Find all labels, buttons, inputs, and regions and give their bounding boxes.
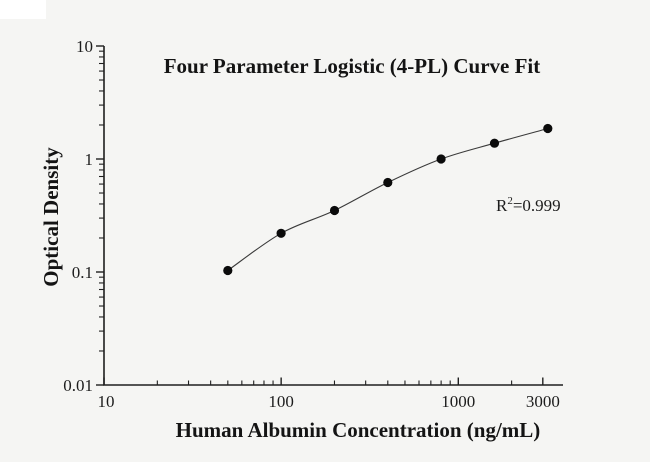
x-tick-label: 1000 — [441, 392, 475, 411]
data-point-marker — [223, 265, 233, 276]
r-squared-prefix: R — [496, 196, 508, 215]
y-tick-label: 10 — [76, 37, 93, 56]
chart-title: Four Parameter Logistic (4-PL) Curve Fit — [164, 54, 541, 78]
y-tick-label: 1 — [85, 150, 94, 169]
r-squared-value: =0.999 — [513, 196, 561, 215]
x-tick-label: 10 — [98, 392, 115, 411]
r-squared-superscript: 2 — [507, 195, 513, 207]
data-point-marker — [436, 154, 446, 164]
data-point-marker — [276, 228, 286, 238]
data-point-marker — [543, 123, 553, 134]
y-axis-title: Optical Density — [39, 147, 63, 287]
x-tick-label: 100 — [268, 392, 294, 411]
y-tick-label: 0.1 — [72, 263, 93, 282]
axes-group: 10 1 0.1 0.01 10 100 1000 3000 — [63, 37, 563, 411]
corner-white-patch — [0, 0, 46, 19]
series-group — [223, 123, 553, 276]
data-point-marker — [383, 177, 393, 188]
data-point-marker — [489, 138, 500, 148]
x-axis-title: Human Albumin Concentration (ng/mL) — [176, 418, 541, 442]
axis-spines — [103, 46, 563, 386]
x-tick-label: 3000 — [526, 392, 560, 411]
y-tick-label: 0.01 — [63, 376, 93, 395]
data-point-marker — [329, 205, 340, 216]
r-squared-annotation: R2=0.999 — [496, 195, 561, 215]
